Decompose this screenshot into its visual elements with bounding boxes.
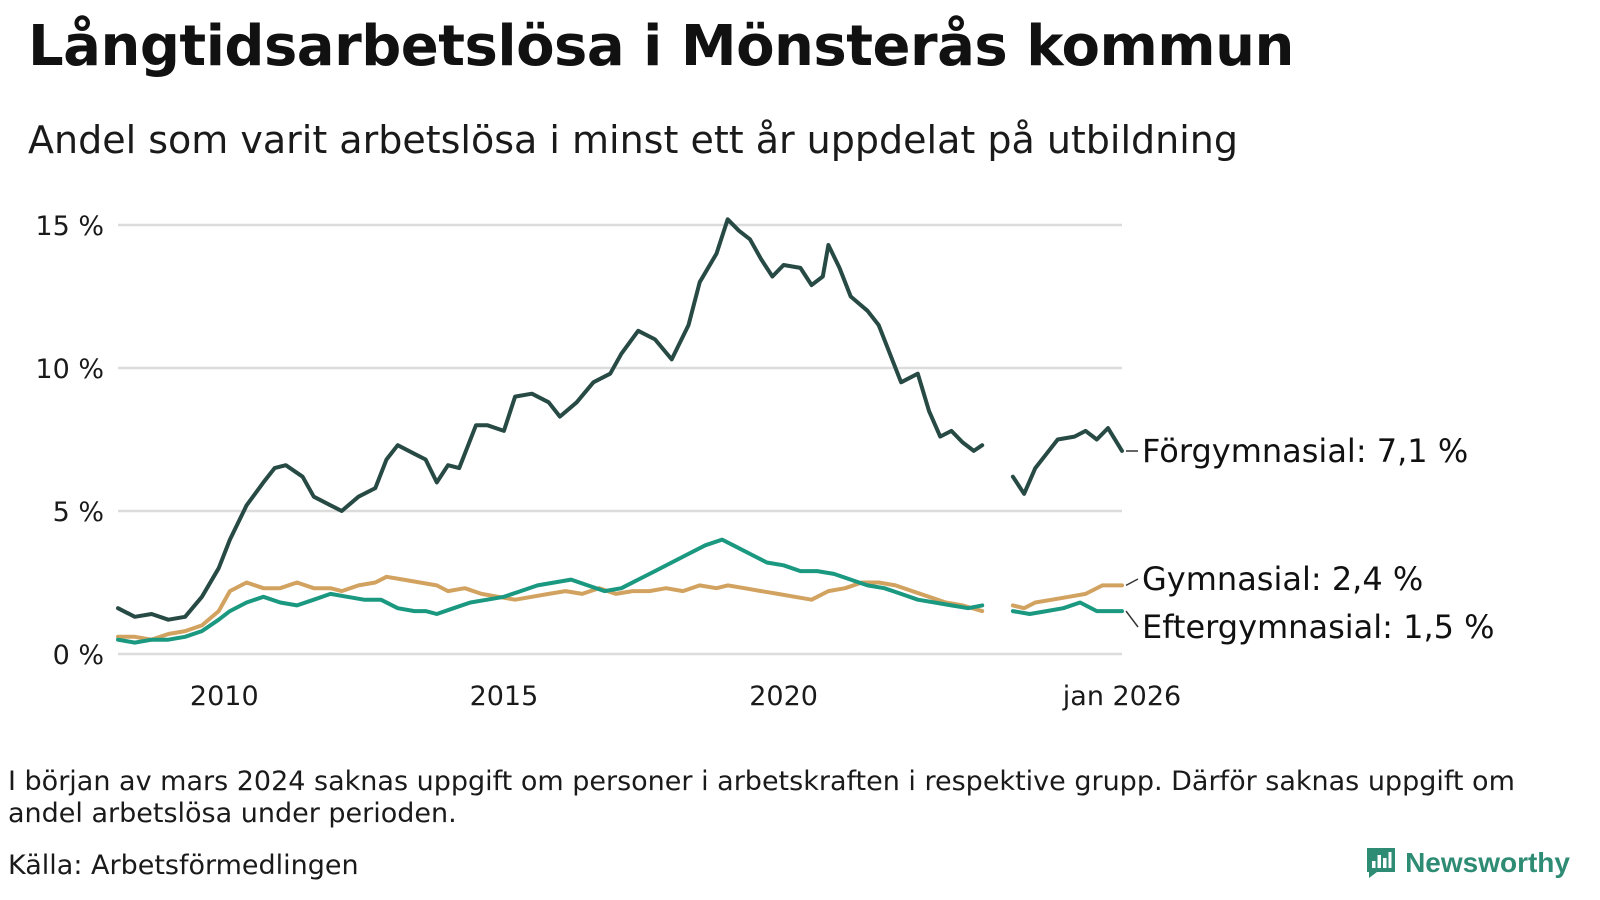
series-line-gymnasial <box>116 574 985 642</box>
x-tick-label: jan 2026 <box>1062 681 1181 712</box>
y-tick-label: 10 % <box>35 354 104 385</box>
series-line-eftergymnasial <box>1010 600 1124 616</box>
y-axis-ticks: 0 % 5 % 10 % 15 % <box>35 211 104 671</box>
series-line-förgymnasial <box>116 217 985 622</box>
x-tick-label: 2020 <box>749 681 818 712</box>
series-end-label: Gymnasial: 2,4 % <box>1142 560 1423 598</box>
grid-lines <box>118 223 1122 656</box>
series-labels: Förgymnasial: 7,1 % Gymnasial: 2,4 % Efter… <box>1125 432 1495 646</box>
series-line-eftergymnasial <box>116 537 985 645</box>
label-leader-line <box>1125 578 1139 587</box>
y-tick-label: 5 % <box>53 497 104 528</box>
chart-title: Långtidsarbetslösa i Mönsterås kommun <box>28 14 1294 79</box>
y-tick-label: 15 % <box>35 211 104 242</box>
chart-subtitle: Andel som varit arbetslösa i minst ett å… <box>28 118 1239 162</box>
series-lines <box>116 217 1124 645</box>
x-tick-label: 2010 <box>190 681 259 712</box>
brand-name: Newsworthy <box>1405 847 1570 878</box>
series-end-label: Förgymnasial: 7,1 % <box>1142 432 1468 470</box>
y-tick-label: 0 % <box>53 640 104 671</box>
brand-logo[interactable]: Newsworthy <box>1365 846 1570 880</box>
chart-note: I början av mars 2024 saknas uppgift om … <box>8 766 1515 829</box>
series-line-gymnasial <box>1010 583 1124 611</box>
label-leader-line <box>1125 610 1139 628</box>
series-end-label: Eftergymnasial: 1,5 % <box>1142 608 1495 646</box>
source-credit: Källa: Arbetsförmedlingen <box>8 850 359 881</box>
x-axis-ticks: 2010 2015 2020 jan 2026 <box>190 681 1181 712</box>
series-line-förgymnasial <box>1010 426 1124 496</box>
line-chart: 0 % 5 % 10 % 15 % 2010 2015 2020 jan 2026 Förg… <box>35 211 1495 712</box>
bar-chart-logo-icon <box>1367 848 1396 878</box>
x-tick-label: 2015 <box>470 681 539 712</box>
